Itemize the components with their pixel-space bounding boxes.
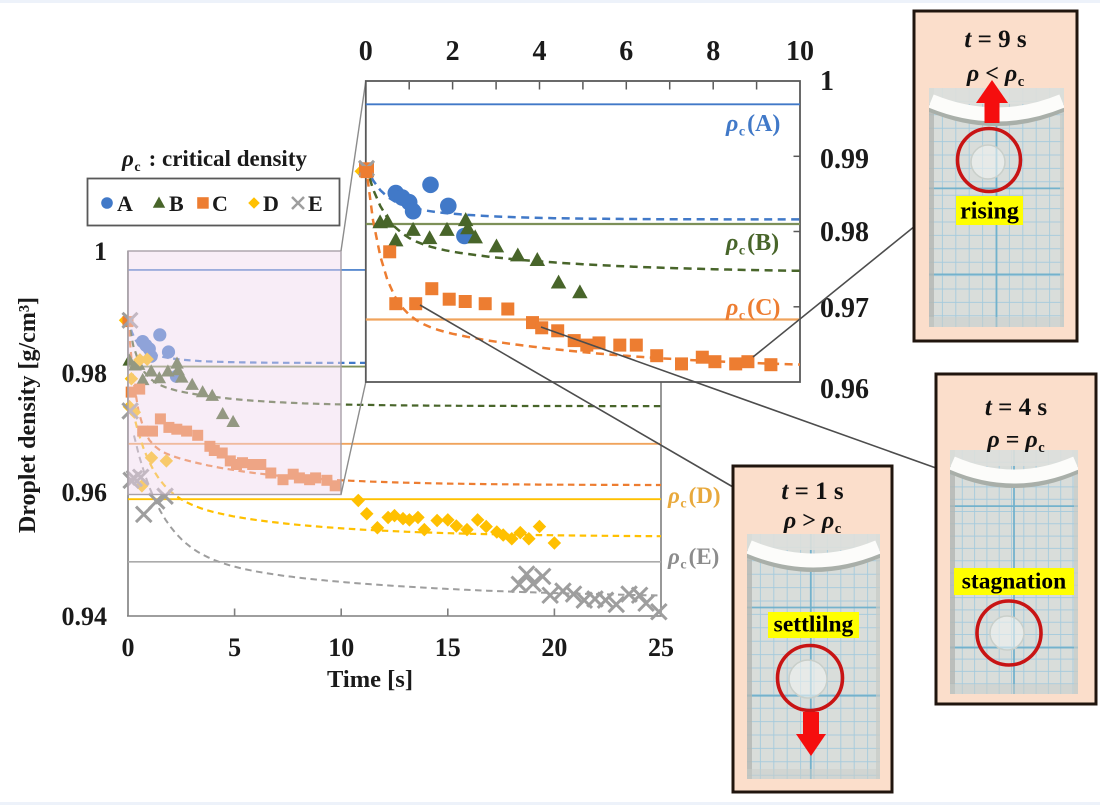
svg-text:ρ > ρc: ρ > ρc (783, 508, 842, 537)
svg-text:D: D (263, 191, 279, 216)
svg-text:ρ < ρc: ρ < ρc (966, 61, 1025, 90)
svg-text:2: 2 (446, 36, 460, 67)
svg-text:stagnation: stagnation (962, 569, 1066, 595)
svg-text:ρc(B): ρc(B) (725, 230, 779, 259)
svg-text:10: 10 (786, 36, 814, 67)
svg-text:0.98: 0.98 (62, 359, 108, 388)
svg-text:0.96: 0.96 (62, 478, 108, 507)
svg-text:t = 9 s: t = 9 s (964, 26, 1026, 53)
svg-text:5: 5 (228, 633, 241, 662)
svg-text:4: 4 (533, 36, 547, 67)
svg-text:ρc: critical density: ρc: critical density (121, 146, 307, 175)
svg-text:ρc(E): ρc(E) (667, 544, 719, 573)
svg-text:6: 6 (619, 36, 633, 67)
svg-text:C: C (212, 191, 228, 216)
svg-text:ρ = ρc: ρ = ρc (986, 427, 1045, 456)
svg-text:Droplet density [g/cm³]: Droplet density [g/cm³] (15, 297, 41, 533)
svg-text:settlilng: settlilng (774, 612, 854, 638)
svg-text:0.96: 0.96 (820, 374, 869, 405)
svg-text:25: 25 (648, 633, 674, 662)
svg-text:ρc(A): ρc(A) (725, 111, 780, 140)
svg-text:A: A (117, 191, 133, 216)
svg-text:t = 1 s: t = 1 s (781, 478, 843, 505)
svg-text:0.98: 0.98 (820, 217, 869, 248)
svg-text:t = 4 s: t = 4 s (985, 394, 1047, 421)
svg-text:0.97: 0.97 (820, 293, 869, 324)
svg-text:20: 20 (541, 633, 567, 662)
svg-text:10: 10 (328, 633, 354, 662)
svg-text:B: B (169, 191, 184, 216)
svg-text:8: 8 (706, 36, 720, 67)
svg-text:0.99: 0.99 (820, 144, 869, 175)
svg-text:15: 15 (435, 633, 461, 662)
svg-text:ρc(D): ρc(D) (667, 483, 721, 512)
svg-text:0.94: 0.94 (62, 602, 108, 631)
svg-text:1: 1 (94, 237, 107, 266)
svg-text:1: 1 (820, 66, 834, 97)
svg-text:rising: rising (960, 199, 1019, 225)
svg-text:Time [s]: Time [s] (327, 666, 413, 693)
svg-text:0: 0 (122, 633, 135, 662)
svg-text:0: 0 (359, 36, 373, 67)
svg-text:E: E (308, 191, 323, 216)
svg-text:ρc(C): ρc(C) (725, 295, 780, 324)
